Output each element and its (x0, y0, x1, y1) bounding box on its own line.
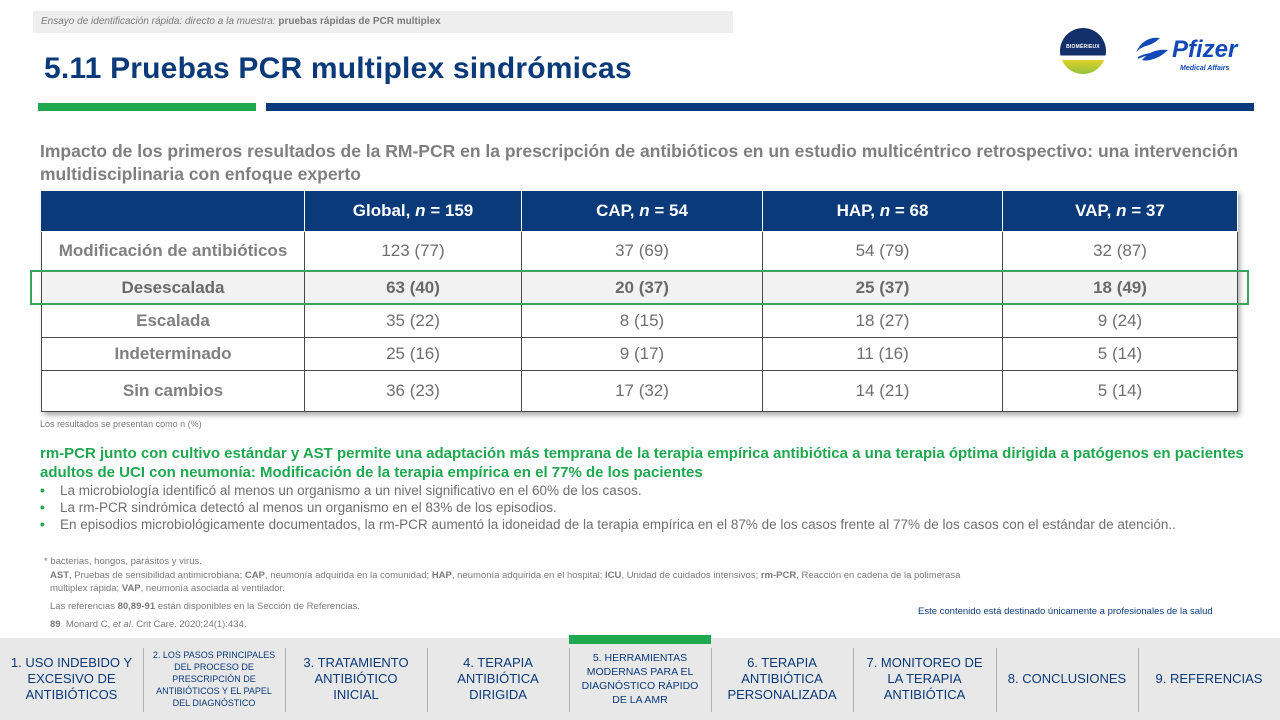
list-item: • La microbiología identificó al menos un… (40, 483, 642, 498)
bullet-icon: • (40, 483, 45, 498)
breadcrumb-prefix: Ensayo de identificación rápida: directo… (41, 16, 279, 27)
table-cell: 11 (16) (762, 337, 1003, 371)
row-label: Sin cambios (41, 370, 305, 412)
table-cell: 14 (21) (762, 370, 1003, 412)
nav-item-terapia-personalizada[interactable]: 6. TERAPIA ANTIBIÓTICA PERSONALIZADA (727, 655, 837, 702)
table-row: Modificación de antibióticos 123 (77) 37… (41, 231, 1238, 271)
nav-divider (853, 648, 854, 712)
table-cell: 25 (37) (762, 270, 1003, 305)
key-finding-heading: rm-PCR junto con cultivo estándar y AST … (40, 445, 1244, 481)
bullet-icon: • (40, 500, 45, 515)
nav-item-conclusiones[interactable]: 8. CONCLUSIONES (1007, 671, 1127, 686)
table-cell: 5 (14) (1002, 370, 1238, 412)
biomerieux-logo-text: BIOMÉRIEUX (1066, 44, 1100, 50)
table-cell: 8 (15) (521, 304, 763, 338)
table-row: Sin cambios 36 (23) 17 (32) 14 (21) 5 (1… (41, 370, 1238, 412)
row-label: Modificación de antibióticos (41, 231, 305, 271)
nav-divider (711, 648, 712, 712)
breadcrumb-current: pruebas rápidas de PCR multiplex (278, 16, 441, 27)
list-item: • La rm-PCR sindrómica detectó al menos u… (40, 500, 557, 515)
footnote-ref-89: 89. Monard C, et al. Crit Care. 2020;24(… (50, 619, 247, 630)
bullet-icon: • (40, 517, 45, 532)
pfizer-logo: Pfizer Medical Affairs (1132, 28, 1242, 78)
table-header-vap: VAP, n = 37 (1002, 190, 1238, 232)
title-rule-green (38, 103, 256, 111)
nav-item-monitoreo[interactable]: 7. MONITOREO DE LA TERAPIA ANTIBIÓTICA (866, 655, 983, 702)
row-label: Indeterminado (41, 337, 305, 371)
row-label: Escalada (41, 304, 305, 338)
page-title: 5.11 Pruebas PCR multiplex sindrómicas (44, 52, 632, 85)
table-cell: 54 (79) (762, 231, 1003, 271)
nav-item-tratamiento-inicial[interactable]: 3. TRATAMIENTO ANTIBIÓTICO INICIAL (303, 655, 409, 702)
section-nav-bar: 1. USO INDEBIDO Y EXCESIVO DE ANTIBIÓTIC… (0, 635, 1280, 720)
results-note: Los resultados se presentan como n (%) (40, 419, 202, 429)
table-cell: 25 (16) (304, 337, 522, 371)
table-header-row: Global, n = 159 CAP, n = 54 HAP, n = 68 … (41, 190, 1238, 232)
table-header-hap: HAP, n = 68 (762, 190, 1003, 232)
nav-item-uso-indebido[interactable]: 1. USO INDEBIDO Y EXCESIVO DE ANTIBIÓTIC… (10, 655, 133, 702)
nav-item-herramientas-modernas[interactable]: 5. HERRAMIENTAS MODERNAS PARA EL DIAGNÓS… (569, 635, 711, 720)
slide-subtitle: Impacto de los primeros resultados de la… (40, 141, 1239, 184)
hcp-disclaimer: Este contenido está destinado únicamente… (918, 606, 1213, 617)
nav-item-referencias[interactable]: 9. REFERENCIAS (1155, 671, 1263, 686)
pfizer-subtitle: Medical Affairs (1180, 65, 1230, 72)
footnote-abbreviations: AST, Pruebas de sensibilidad antimicrobi… (50, 570, 961, 594)
table-cell: 18 (27) (762, 304, 1003, 338)
nav-divider (427, 648, 428, 712)
table-header-global: Global, n = 159 (304, 190, 522, 232)
footnote-references: Las referencias 80,89-91 están disponibl… (50, 601, 361, 612)
nav-divider (285, 648, 286, 712)
table-cell: 5 (14) (1002, 337, 1238, 371)
pfizer-helix-icon (1136, 37, 1168, 61)
nav-item-terapia-dirigida[interactable]: 4. TERAPIA ANTIBIÓTICA DIRIGIDA (457, 655, 539, 702)
desescalada-highlight-box (30, 270, 1249, 305)
nav-divider (143, 648, 144, 712)
table-cell: 17 (32) (521, 370, 763, 412)
nav-item-pasos-principales[interactable]: 2. LOS PASOS PRINCIPALES DEL PROCESO DE … (152, 650, 276, 708)
title-rule-blue (266, 103, 1254, 111)
nav-divider (996, 648, 997, 712)
nav-divider (569, 648, 570, 712)
table-cell: 20 (37) (521, 270, 763, 305)
table-row-highlighted: Desescalada 63 (40) 20 (37) 25 (37) 18 (… (41, 270, 1238, 305)
key-finding-bullets: • La microbiología identificó al menos un… (40, 482, 1240, 533)
table-row: Indeterminado 25 (16) 9 (17) 11 (16) 5 (… (41, 337, 1238, 371)
table-header-empty (41, 190, 305, 232)
table-cell: 123 (77) (304, 231, 522, 271)
results-table: Global, n = 159 CAP, n = 54 HAP, n = 68 … (41, 190, 1238, 412)
list-item: • En episodios microbiológicamente docume… (40, 517, 1176, 532)
footnote-asterisk: * bacterias, hongos, parásitos y virus. (44, 556, 202, 567)
table-cell: 36 (23) (304, 370, 522, 412)
table-cell: 32 (87) (1002, 231, 1238, 271)
table-row: Escalada 35 (22) 8 (15) 18 (27) 9 (24) (41, 304, 1238, 338)
table-cell: 9 (17) (521, 337, 763, 371)
pfizer-wordmark: Pfizer (1172, 36, 1238, 63)
table-header-cap: CAP, n = 54 (521, 190, 763, 232)
table-cell: 35 (22) (304, 304, 522, 338)
table-cell: 63 (40) (304, 270, 522, 305)
table-cell: 37 (69) (521, 231, 763, 271)
breadcrumb: Ensayo de identificación rápida: directo… (33, 11, 733, 33)
table-cell: 9 (24) (1002, 304, 1238, 338)
biomerieux-logo: BIOMÉRIEUX (1060, 28, 1106, 74)
nav-divider (1138, 648, 1139, 712)
